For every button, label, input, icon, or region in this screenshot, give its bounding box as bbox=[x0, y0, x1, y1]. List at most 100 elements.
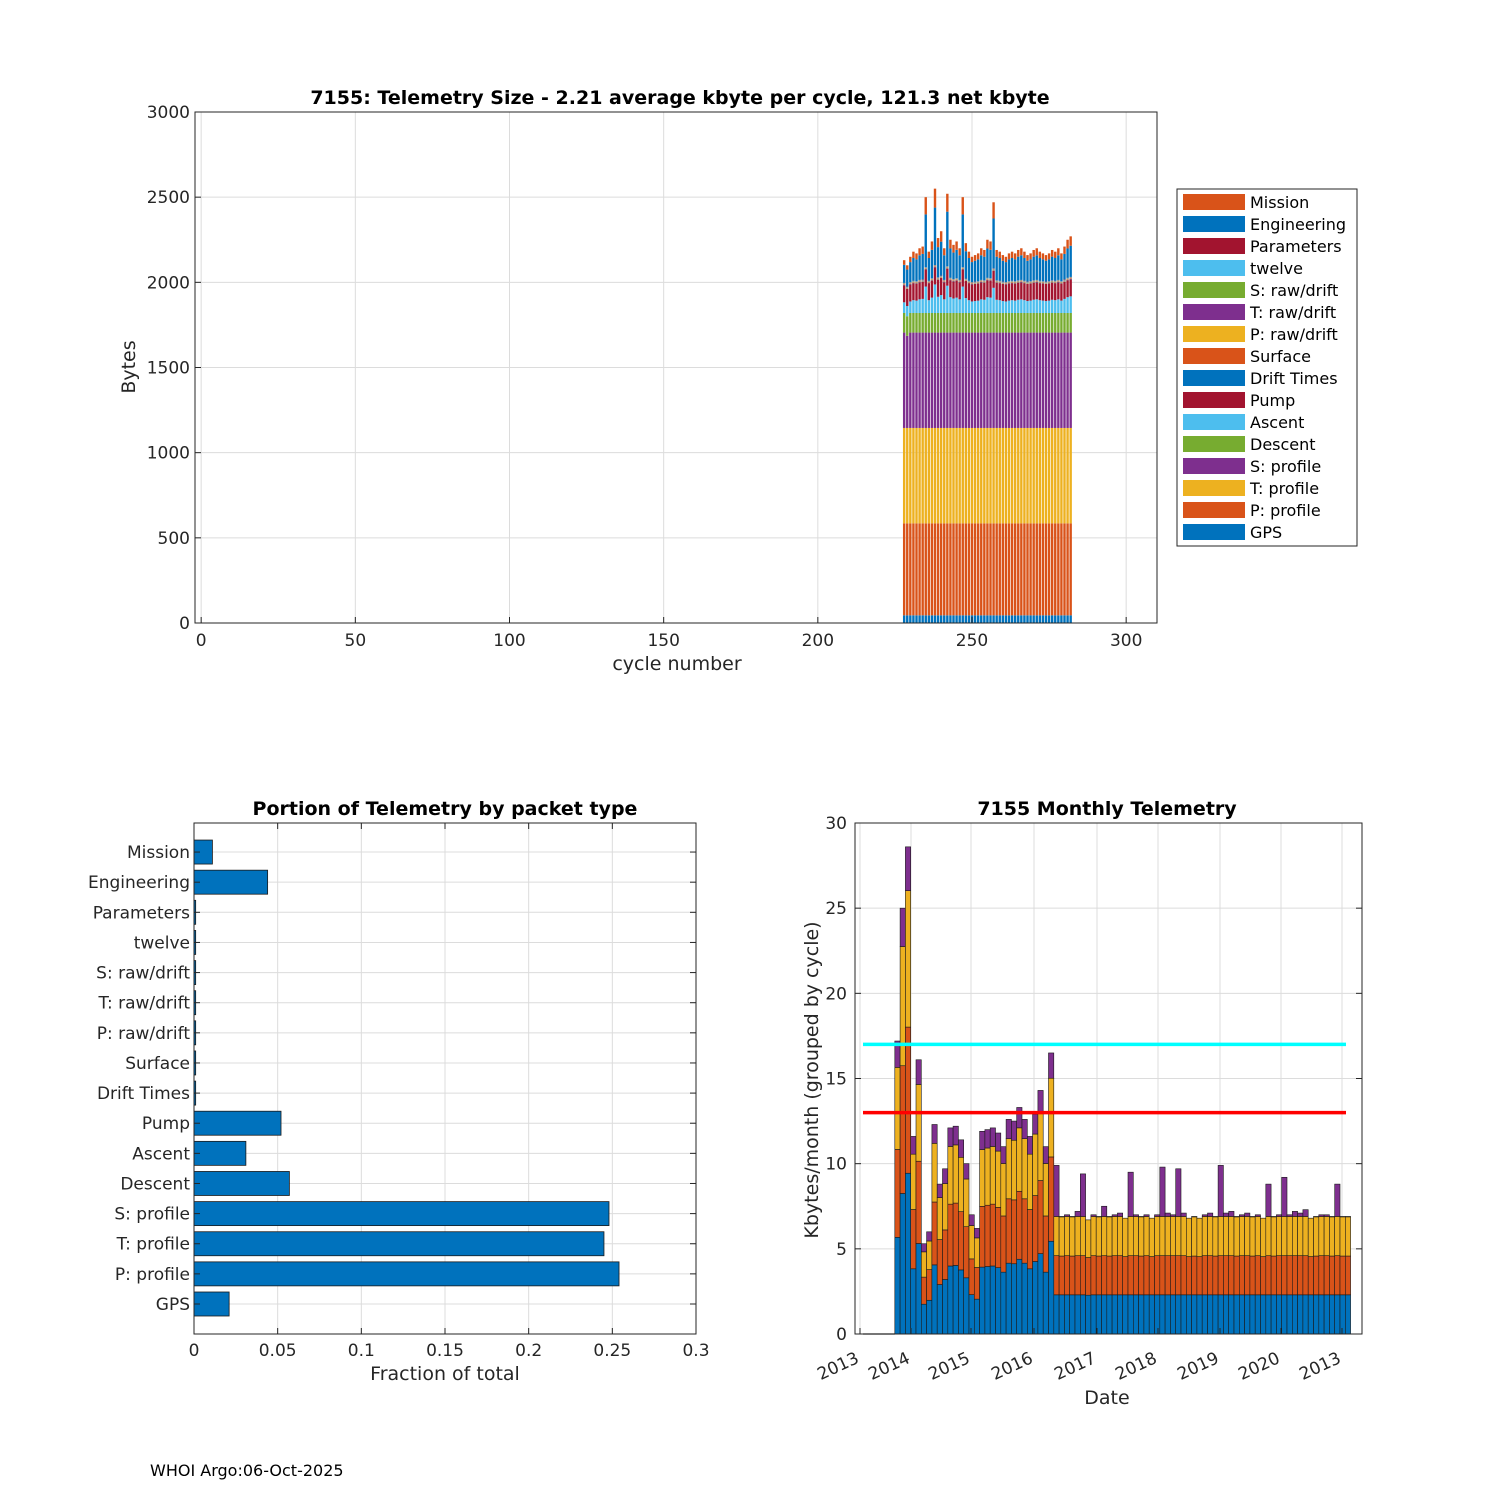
portion-category-label: Mission bbox=[127, 843, 190, 863]
month-bar-segment bbox=[1313, 1294, 1320, 1335]
month-bar-segment bbox=[1186, 1256, 1192, 1296]
month-bar-segment bbox=[1133, 1214, 1139, 1217]
cycle-bar-segment bbox=[1007, 332, 1011, 428]
cycle-bar-stack bbox=[1032, 249, 1035, 623]
cycle-bar-segment bbox=[983, 615, 986, 623]
cycle-bar-segment bbox=[943, 255, 946, 280]
month-bar-segment bbox=[1239, 1294, 1245, 1335]
month-bar-segment bbox=[1270, 1255, 1277, 1296]
cycle-bar-segment bbox=[1035, 427, 1038, 524]
cycle-bar-segment bbox=[933, 207, 937, 266]
month-bar-segment bbox=[1286, 1214, 1293, 1217]
month-bar-segment bbox=[1053, 1165, 1060, 1217]
cycle-bar-segment bbox=[946, 193, 949, 212]
cycle-bar-segment bbox=[918, 282, 921, 300]
cycle-bar-segment bbox=[1044, 260, 1048, 282]
portion-category-label: S: profile bbox=[114, 1205, 190, 1225]
cycle-bar-segment bbox=[906, 269, 909, 287]
month-bar-segment bbox=[963, 1226, 970, 1279]
month-bar-segment bbox=[899, 907, 906, 947]
month-bar-segment bbox=[1027, 1268, 1033, 1335]
cycle-bar-stack bbox=[936, 238, 940, 623]
month-bar-segment bbox=[989, 1265, 996, 1335]
month-bar-segment bbox=[931, 1201, 938, 1266]
cycle-bar-segment bbox=[1044, 332, 1048, 428]
cycle-bar-segment bbox=[909, 284, 912, 302]
cycle-bar-stack bbox=[912, 251, 915, 623]
month-bar-segment bbox=[1191, 1294, 1198, 1335]
cycle-bar-segment bbox=[995, 249, 998, 257]
cycle-bar-stack bbox=[1001, 255, 1005, 623]
cycle-bar-stack bbox=[1066, 239, 1069, 623]
month-bar-segment bbox=[1111, 1255, 1118, 1296]
cycle-bar-segment bbox=[973, 312, 977, 333]
cycle-bar-segment bbox=[952, 244, 955, 253]
cycle-bar-segment bbox=[1020, 332, 1023, 428]
month-bar-segment bbox=[1159, 1166, 1166, 1217]
cycle-bar-segment bbox=[912, 283, 915, 301]
cycle-bar-segment bbox=[1069, 615, 1072, 623]
cycle-bar-segment bbox=[989, 332, 992, 428]
month-bar-segment bbox=[947, 1265, 954, 1335]
month-bar-segment bbox=[1095, 1255, 1102, 1296]
cycle-bar-segment bbox=[1050, 523, 1054, 616]
month-bar-segment bbox=[1329, 1294, 1336, 1335]
cycle-bar-segment bbox=[933, 427, 937, 524]
month-bar-stack bbox=[947, 1127, 954, 1335]
cycle-bar-segment bbox=[949, 312, 952, 333]
cycle-bar-segment bbox=[1023, 300, 1026, 313]
cycle-bar-segment bbox=[902, 264, 906, 283]
month-bar-segment bbox=[1101, 1255, 1108, 1296]
legend-label: S: raw/drift bbox=[1250, 281, 1338, 300]
cycle-bar-segment bbox=[915, 312, 918, 333]
cycle-bar-segment bbox=[964, 615, 968, 623]
cycle-bar-segment bbox=[1013, 259, 1017, 282]
cycle-bar-segment bbox=[927, 251, 931, 259]
month-bar-stack bbox=[1016, 1107, 1023, 1335]
cycle-bar-segment bbox=[927, 615, 931, 623]
cycle-bar-segment bbox=[983, 312, 986, 333]
month-bar-segment bbox=[1148, 1217, 1155, 1257]
month-bar-segment bbox=[1276, 1216, 1283, 1256]
month-bar-segment bbox=[952, 1125, 959, 1146]
cycle-bar-segment bbox=[992, 312, 995, 333]
month-bar-segment bbox=[936, 1284, 943, 1335]
cycle-bar-segment bbox=[1004, 312, 1008, 333]
month-bar-stack bbox=[1154, 1214, 1161, 1335]
cycle-bar-segment bbox=[961, 286, 964, 313]
month-bar-stack bbox=[1122, 1217, 1129, 1335]
legend-label: P: raw/drift bbox=[1250, 325, 1338, 344]
month-bar-stack bbox=[1265, 1183, 1272, 1335]
top-x-tick-label: 300 bbox=[1110, 631, 1142, 651]
cycle-bar-segment bbox=[998, 283, 1001, 301]
cycle-bar-segment bbox=[946, 211, 949, 267]
cycle-bar-segment bbox=[939, 427, 943, 524]
top-y-label: Bytes bbox=[118, 340, 140, 393]
month-bar-stack bbox=[952, 1125, 959, 1335]
portion-category-label: P: profile bbox=[115, 1265, 190, 1285]
cycle-bar-segment bbox=[1032, 256, 1035, 281]
cycle-bar-segment bbox=[1035, 615, 1038, 623]
month-bar-segment bbox=[1058, 1294, 1065, 1335]
cycle-bar-segment bbox=[989, 523, 992, 616]
cycle-bar-segment bbox=[958, 523, 961, 616]
cycle-bar-stack bbox=[958, 248, 961, 623]
month-bar-segment bbox=[1005, 1119, 1012, 1139]
month-bar-segment bbox=[1005, 1262, 1012, 1335]
cycle-bar-segment bbox=[955, 312, 958, 333]
month-bar-stack bbox=[1239, 1214, 1245, 1335]
month-bar-segment bbox=[1085, 1294, 1092, 1335]
cycle-bar-segment bbox=[995, 427, 998, 524]
month-bar-stack bbox=[1196, 1217, 1203, 1335]
month-bar-segment bbox=[1292, 1216, 1298, 1256]
month-bar-segment bbox=[1016, 1127, 1023, 1192]
cycle-bar-segment bbox=[1001, 332, 1005, 428]
cycle-bar-segment bbox=[1066, 427, 1069, 524]
cycle-bar-segment bbox=[1017, 427, 1020, 524]
portion-category-label: P: raw/drift bbox=[97, 1024, 191, 1044]
cycle-bar-segment bbox=[1066, 239, 1069, 249]
cycle-bar-segment bbox=[989, 249, 992, 279]
month-bar-segment bbox=[1339, 1216, 1346, 1257]
cycle-bar-segment bbox=[1023, 251, 1026, 259]
cycle-bar-segment bbox=[986, 280, 989, 298]
